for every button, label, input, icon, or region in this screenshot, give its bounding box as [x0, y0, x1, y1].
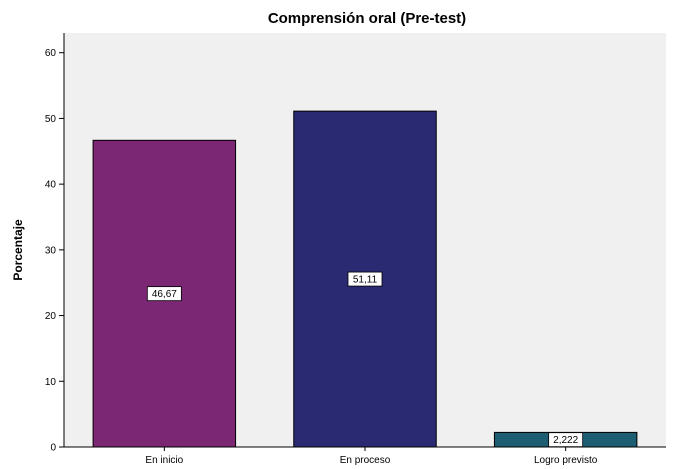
- data-label-box: [347, 271, 383, 287]
- y-tick-label: 40: [45, 180, 57, 191]
- x-tick-label: En inicio: [145, 455, 183, 466]
- chart-title: Comprensión oral (Pre-test): [268, 10, 466, 27]
- y-axis-label: Porcentaje: [11, 219, 25, 281]
- x-axis-ticks: En inicio En proceso Logro previsto: [145, 447, 598, 466]
- data-label: 46,67: [146, 286, 182, 302]
- x-tick-label: En proceso: [340, 455, 391, 466]
- data-label-text: 2,222: [553, 435, 578, 446]
- x-tick-label: Logro previsto: [534, 455, 598, 466]
- y-tick-label: 20: [45, 311, 57, 322]
- y-axis-ticks: 0 10 20 30 40 50 60: [45, 48, 64, 454]
- y-tick-label: 60: [45, 48, 57, 59]
- y-tick-label: 10: [45, 377, 57, 388]
- y-tick-label: 30: [45, 245, 57, 256]
- y-tick-label: 0: [50, 443, 56, 454]
- data-label: 51,11: [347, 271, 383, 287]
- data-label-box: [146, 286, 182, 302]
- y-tick-label: 50: [45, 114, 57, 125]
- bar-series: 46,67 51,11 2,222: [92, 110, 638, 448]
- data-label-text: 46,67: [152, 289, 177, 300]
- data-label: 2,222: [548, 432, 584, 448]
- data-label-text: 51,11: [353, 275, 378, 286]
